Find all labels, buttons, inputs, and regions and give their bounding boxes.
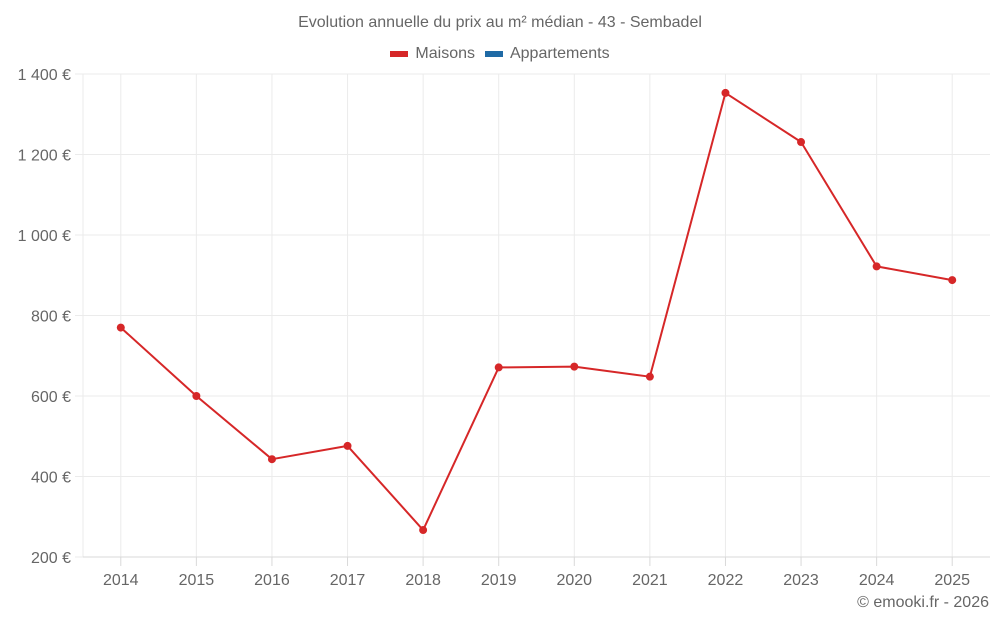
data-point[interactable] bbox=[797, 138, 806, 147]
legend: Maisons Appartements bbox=[0, 45, 1000, 63]
x-tick-label: 2019 bbox=[481, 572, 517, 589]
x-tick-label: 2018 bbox=[405, 572, 441, 589]
legend-label-maisons: Maisons bbox=[415, 45, 475, 62]
y-tick-label: 400 € bbox=[31, 470, 71, 487]
legend-item-maisons[interactable]: Maisons bbox=[390, 45, 475, 63]
x-tick-label: 2016 bbox=[254, 572, 290, 589]
data-point[interactable] bbox=[570, 362, 579, 371]
data-point[interactable] bbox=[872, 262, 881, 271]
x-tick-label: 2020 bbox=[556, 572, 592, 589]
series-maisons bbox=[116, 88, 957, 535]
series-line bbox=[120, 91, 953, 532]
x-tick-label: 2014 bbox=[103, 572, 139, 589]
x-tick-label: 2021 bbox=[632, 572, 668, 589]
y-axis: 200 € 400 € 600 € 800 € 1 000 € 1 200 € 1 400 … bbox=[18, 67, 83, 567]
gridlines bbox=[82, 73, 990, 557]
legend-item-appartements[interactable]: Appartements bbox=[484, 45, 610, 63]
data-point[interactable] bbox=[419, 526, 428, 535]
y-tick-label: 1 000 € bbox=[18, 228, 71, 245]
x-tick-label: 2022 bbox=[708, 572, 744, 589]
legend-label-appartements: Appartements bbox=[509, 45, 610, 62]
x-tick-label: 2017 bbox=[330, 572, 366, 589]
y-tick-label: 1 400 € bbox=[18, 67, 71, 84]
credit-text: © emooki.fr - 2026 bbox=[857, 594, 989, 611]
legend-swatch-appartements bbox=[484, 51, 503, 57]
x-tick-label: 2024 bbox=[859, 572, 895, 589]
y-tick-label: 200 € bbox=[31, 550, 71, 567]
data-point[interactable] bbox=[948, 276, 957, 285]
data-point[interactable] bbox=[494, 363, 503, 372]
chart-title: Evolution annuelle du prix au m² médian … bbox=[298, 14, 702, 31]
data-point[interactable] bbox=[116, 323, 125, 332]
data-point[interactable] bbox=[192, 392, 201, 400]
x-tick-label: 2023 bbox=[783, 572, 819, 589]
y-tick-label: 800 € bbox=[31, 309, 71, 326]
x-tick-label: 2015 bbox=[179, 572, 215, 589]
data-point[interactable] bbox=[343, 441, 352, 450]
x-axis: 2014 2015 2016 2017 2018 2019 2020 2021 2022 2023… bbox=[83, 556, 990, 589]
data-point[interactable] bbox=[645, 372, 654, 381]
data-point[interactable] bbox=[721, 88, 730, 97]
x-tick-label: 2025 bbox=[934, 572, 970, 589]
data-point[interactable] bbox=[267, 455, 276, 464]
legend-swatch-maisons bbox=[390, 51, 409, 57]
y-tick-label: 1 200 € bbox=[18, 148, 71, 165]
y-tick-label: 600 € bbox=[31, 389, 71, 406]
